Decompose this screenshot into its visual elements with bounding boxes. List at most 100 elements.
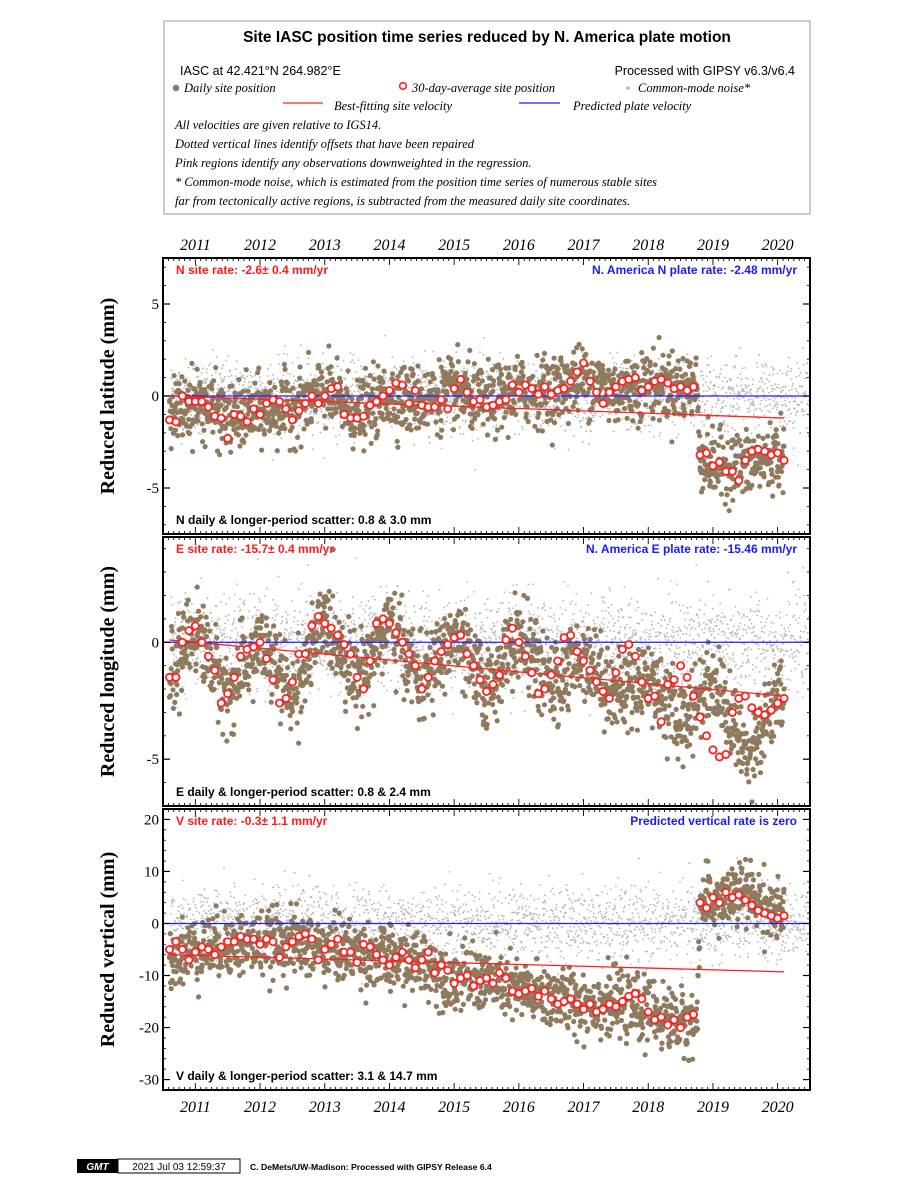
common-mode-point	[602, 414, 604, 416]
common-mode-point	[581, 407, 583, 409]
common-mode-point	[658, 435, 660, 437]
common-mode-point	[749, 391, 751, 393]
common-mode-point	[170, 378, 172, 380]
common-mode-point	[726, 364, 728, 366]
common-mode-point	[170, 596, 172, 598]
common-mode-point	[743, 389, 745, 391]
common-mode-point	[175, 617, 177, 619]
daily-position-point	[297, 376, 302, 381]
common-mode-point	[722, 407, 724, 409]
common-mode-point	[229, 648, 231, 650]
daily-position-point	[731, 437, 736, 442]
daily-position-point	[439, 428, 444, 433]
average-position-point	[308, 392, 315, 399]
daily-position-point	[448, 356, 453, 361]
common-mode-point	[649, 431, 651, 433]
common-mode-point	[195, 683, 197, 685]
common-mode-point	[318, 688, 320, 690]
common-mode-point	[481, 376, 483, 378]
common-mode-point	[231, 663, 233, 665]
common-mode-point	[753, 414, 755, 416]
common-mode-point	[269, 364, 271, 366]
common-mode-point	[174, 623, 176, 625]
common-mode-point	[802, 347, 804, 349]
common-mode-point	[588, 443, 590, 445]
common-mode-point	[417, 374, 419, 376]
common-mode-point	[172, 388, 174, 390]
common-mode-point	[211, 620, 213, 622]
common-mode-point	[472, 440, 474, 442]
daily-position-point	[638, 419, 643, 424]
common-mode-point	[794, 421, 796, 423]
common-mode-point	[235, 652, 237, 654]
common-mode-point	[284, 646, 286, 648]
common-mode-point	[320, 663, 322, 665]
common-mode-point	[421, 372, 423, 374]
common-mode-point	[254, 375, 256, 377]
daily-position-point	[491, 383, 496, 388]
common-mode-point	[582, 417, 584, 419]
common-mode-point	[783, 386, 785, 388]
common-mode-point	[757, 397, 759, 399]
daily-position-point	[236, 377, 241, 382]
common-mode-point	[705, 382, 707, 384]
common-mode-point	[653, 436, 655, 438]
common-mode-point	[456, 351, 458, 353]
common-mode-point	[678, 434, 680, 436]
common-mode-point	[225, 360, 227, 362]
daily-position-point	[210, 430, 215, 435]
daily-position-point	[521, 373, 526, 378]
common-mode-point	[424, 389, 426, 391]
common-mode-point	[194, 427, 196, 429]
common-mode-point	[715, 393, 717, 395]
common-mode-point	[240, 609, 242, 611]
common-mode-point	[258, 609, 260, 611]
average-position-point	[703, 449, 710, 456]
common-mode-point	[474, 469, 476, 471]
common-mode-point	[227, 647, 229, 649]
common-mode-point	[203, 380, 205, 382]
common-mode-point	[722, 380, 724, 382]
common-mode-point	[659, 398, 661, 400]
common-mode-point	[496, 371, 498, 373]
common-mode-point	[246, 375, 248, 377]
common-mode-point	[661, 416, 663, 418]
common-mode-point	[780, 425, 782, 427]
daily-position-point	[189, 361, 194, 366]
daily-position-point	[185, 388, 190, 393]
common-mode-point	[284, 432, 286, 434]
common-mode-point	[354, 391, 356, 393]
common-mode-point	[709, 388, 711, 390]
common-mode-point	[801, 410, 803, 412]
common-mode-point	[185, 358, 187, 360]
common-mode-point	[278, 363, 280, 365]
common-mode-point	[383, 374, 385, 376]
daily-position-point	[283, 367, 288, 372]
average-position-point	[612, 383, 619, 390]
average-position-point	[379, 392, 386, 399]
common-mode-point	[217, 388, 219, 390]
common-mode-point	[773, 400, 775, 402]
daily-position-point	[182, 379, 187, 384]
common-mode-point	[800, 372, 802, 374]
daily-position-point	[490, 389, 495, 394]
common-mode-point	[272, 459, 274, 461]
common-mode-point	[228, 614, 230, 616]
common-mode-point	[307, 613, 309, 615]
common-mode-point	[647, 407, 649, 409]
common-mode-point	[698, 400, 700, 402]
daily-position-point	[177, 381, 182, 386]
common-mode-point	[595, 405, 597, 407]
daily-position-point	[438, 435, 443, 440]
daily-position-point	[187, 431, 192, 436]
common-mode-point	[554, 448, 556, 450]
common-mode-point	[774, 398, 776, 400]
common-mode-point	[755, 397, 757, 399]
common-mode-point	[441, 448, 443, 450]
daily-position-point	[520, 365, 525, 370]
average-legend-marker	[400, 83, 407, 90]
common-mode-point	[384, 335, 386, 337]
common-mode-point	[187, 669, 189, 671]
legend-note-3: Pink regions identify any observations d…	[174, 156, 532, 170]
average-position-point	[742, 457, 749, 464]
